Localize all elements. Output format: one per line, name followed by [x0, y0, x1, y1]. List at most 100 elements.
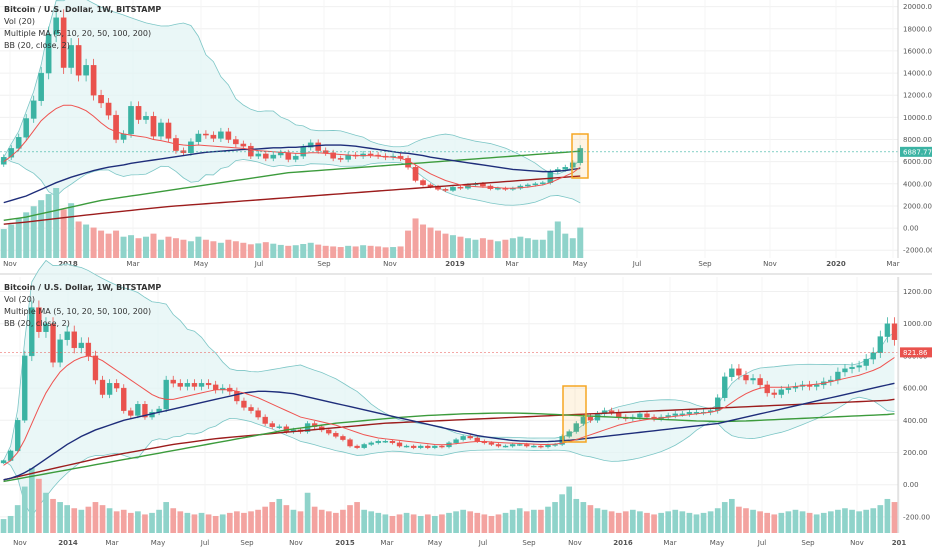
volume-bar	[573, 498, 580, 533]
x-tick-label: Sep	[522, 539, 536, 547]
volume-bar	[307, 242, 314, 258]
volume-bar	[509, 238, 516, 258]
volume-bar	[714, 508, 721, 533]
volume-bar	[622, 511, 629, 533]
volume-bar	[559, 494, 565, 533]
y-tick-label: 1200.00	[903, 288, 932, 296]
candle-body	[15, 420, 21, 452]
volume-bar	[464, 238, 471, 258]
y-tick-label: 600.00	[903, 385, 928, 393]
volume-bar	[304, 492, 311, 533]
candle-body	[361, 444, 367, 448]
volume-bar	[877, 505, 884, 533]
y-tick-label: 18000.00	[903, 25, 932, 33]
candle-body	[405, 158, 411, 168]
volume-bar	[442, 233, 449, 258]
volume-bar	[721, 502, 728, 533]
volume-bar	[212, 515, 219, 533]
volume-bar	[205, 514, 212, 533]
y-tick-label: 14000.00	[903, 70, 932, 78]
volume-bar	[68, 203, 75, 258]
bottom-legend-ma: Multiple MA (5, 10, 20, 50, 100, 200)	[4, 307, 151, 316]
volume-bar	[405, 230, 412, 258]
volume-bar	[587, 505, 594, 533]
volume-bar	[198, 512, 205, 533]
volume-bar	[427, 227, 434, 258]
volume-bar	[750, 509, 756, 533]
bottom-chart-panel[interactable]: 1200.001000.00800.00600.00400.00200.000.…	[0, 259, 932, 547]
volume-bar	[177, 511, 184, 533]
top-last-price-label: 6887.77	[903, 148, 932, 156]
candle-body	[412, 167, 419, 181]
candle-body	[729, 368, 735, 378]
bottom-x-axis: Nov 2014 Mar May Jul Sep Nov 2015 Mar May Jul Sep No…	[13, 539, 906, 547]
volume-bar	[285, 245, 292, 258]
volume-bar	[693, 514, 700, 533]
x-tick-label: 2014	[58, 539, 78, 547]
candle-body	[60, 17, 67, 68]
candle-body	[540, 182, 546, 185]
candle-body	[722, 376, 728, 398]
volume-bar	[157, 239, 164, 258]
candle-body	[262, 416, 268, 424]
volume-bar	[467, 511, 474, 533]
volume-bar	[502, 239, 509, 258]
volume-bar	[98, 230, 105, 258]
volume-bar	[283, 505, 290, 533]
x-tick-label: 2020	[826, 260, 846, 268]
volume-bar	[360, 245, 367, 258]
candle-body	[525, 184, 531, 187]
candle-body	[195, 133, 202, 142]
candle-body	[53, 17, 59, 35]
x-tick-label: Nov	[850, 539, 864, 547]
candle-body	[439, 445, 445, 448]
volume-bar	[83, 224, 90, 258]
volume-bar	[651, 514, 657, 533]
volume-bar	[113, 230, 120, 258]
candle-body	[502, 445, 509, 448]
volume-bar	[545, 506, 551, 533]
volume-bar	[71, 508, 78, 533]
candle-body	[337, 158, 344, 160]
volume-bar	[45, 194, 52, 258]
volume-bar	[446, 512, 452, 533]
volume-bar	[863, 509, 870, 533]
x-tick-label: May	[151, 539, 165, 547]
moving-average-line	[3, 412, 895, 483]
candle-body	[368, 442, 374, 445]
top-x-axis: Nov 2018 Mar May Jul Sep Nov 2019 Mar May Jul Sep No…	[3, 260, 900, 268]
x-tick-label: Mar	[380, 539, 393, 547]
volume-bar	[92, 502, 99, 533]
moving-average-line	[3, 382, 895, 481]
top-legend: Bitcoin / U.S. Dollar, 1W, BITSTAMP Vol …	[4, 5, 161, 50]
volume-bar	[481, 514, 488, 533]
x-tick-label: 2019	[445, 260, 465, 268]
volume-bar	[361, 509, 367, 533]
top-highlight	[571, 133, 589, 179]
candle-body	[842, 368, 848, 373]
x-tick-label: Nov	[383, 260, 397, 268]
top-chart-panel[interactable]: 20000.00 18000.00 16000.00 14000.00 12000.00…	[0, 0, 932, 268]
volume-bar	[135, 511, 141, 533]
candle-body	[347, 439, 353, 447]
candle-body	[113, 114, 119, 140]
volume-bar	[580, 502, 587, 533]
candle-body	[50, 323, 56, 363]
candle-body	[562, 167, 569, 170]
candle-body	[495, 188, 501, 190]
volume-bar	[184, 512, 191, 533]
volume-bar	[531, 509, 537, 533]
candle-body	[693, 412, 700, 414]
volume-bar	[532, 239, 539, 258]
candle-body	[686, 412, 693, 415]
candle-body	[57, 339, 63, 363]
volume-bar	[382, 247, 389, 258]
y-tick-label: -200.00	[903, 513, 930, 521]
bottom-moving-averages	[3, 355, 895, 483]
candle-body	[106, 383, 113, 395]
bollinger-upper	[3, 0, 581, 175]
candle-body	[577, 148, 584, 163]
x-tick-label: Nov	[289, 539, 303, 547]
candle-body	[569, 162, 576, 168]
candle-body	[367, 153, 374, 156]
